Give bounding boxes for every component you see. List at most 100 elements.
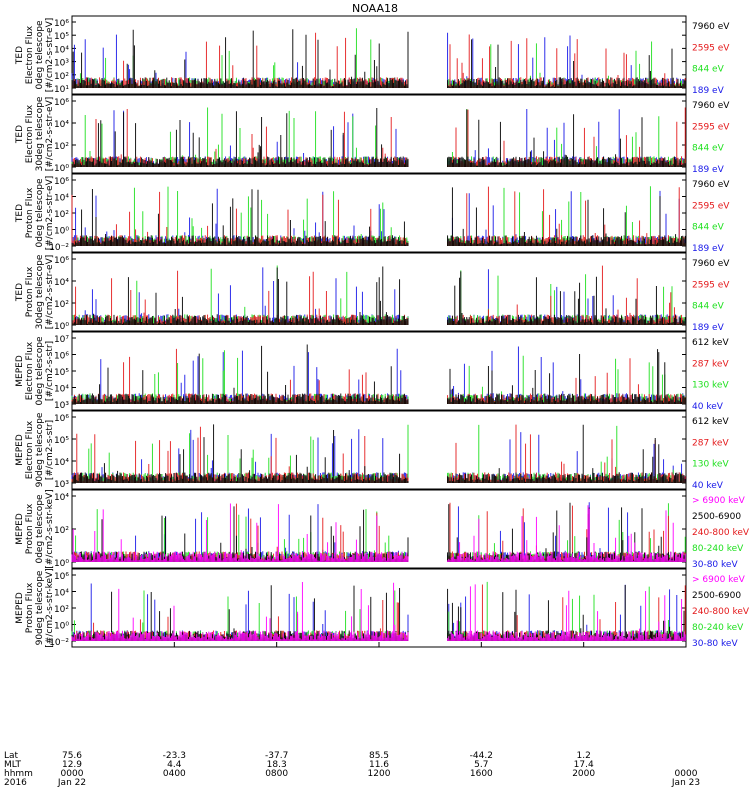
y-tick-label: 10³ — [54, 59, 69, 69]
legend-entry: > 6900 keV — [692, 575, 746, 585]
series-trace — [71, 503, 686, 562]
y-tick-label: 10³ — [54, 480, 69, 490]
y-tick-label: 10⁵ — [54, 368, 69, 378]
legend-entry: 7960 eV — [692, 22, 730, 32]
x-tick-label: 0000 — [61, 769, 84, 779]
y-axis-label: TEDElectron Flux30deg telescope[#/cm2-s-… — [15, 96, 55, 171]
y-axis-label: TEDElectron Flux0deg telescope[#/cm2-s-s… — [15, 18, 55, 93]
legend-entry: 2595 eV — [692, 43, 730, 53]
y-tick-label: 10⁴ — [54, 194, 69, 204]
x-row-label: 2016 — [4, 778, 27, 788]
y-axis-label: MEPEDElectron Flux0deg telescope[#/cm2-s… — [15, 336, 55, 406]
x-tick-label: 0800 — [265, 769, 288, 779]
legend-entry: 612 keV — [692, 417, 729, 427]
legend-entry: 30-80 keV — [692, 560, 738, 570]
y-tick-label: 10² — [54, 72, 69, 82]
y-tick-label: 10⁴ — [54, 589, 69, 599]
legend-entry: 2500-6900 — [692, 512, 741, 522]
series-trace — [71, 29, 686, 88]
series-trace — [71, 346, 686, 404]
x-tick-label: 17.4 — [574, 760, 594, 770]
x-tick-label: -37.7 — [265, 751, 288, 761]
legend-entry: 287 keV — [692, 438, 729, 448]
y-tick-label: 10² — [54, 526, 69, 536]
legend-entry: 189 eV — [692, 323, 725, 333]
y-tick-label: 10² — [54, 300, 69, 310]
legend-entry: 7960 eV — [692, 259, 730, 269]
x-tick-label: 5.7 — [474, 760, 488, 770]
legend-entry: 2595 eV — [692, 201, 730, 211]
y-axis-label: TEDProton Flux0deg telescope[#/cm2-s-str… — [15, 176, 55, 251]
y-tick-label: 10⁴ — [54, 45, 69, 55]
y-axis-label: MEPEDProton Flux90deg telescope[#/cm2-s-… — [15, 568, 55, 647]
x-tick-label: 85.5 — [369, 751, 389, 761]
y-tick-label: 10⁶ — [54, 572, 69, 582]
y-tick-label: 10⁴ — [54, 385, 69, 395]
y-tick-label: 10⁻² — [49, 243, 69, 253]
x-row-label: MLT — [4, 760, 22, 770]
legend-entry: > 6900 keV — [692, 496, 746, 506]
series-trace — [71, 108, 686, 167]
y-tick-label: 10⁴ — [54, 458, 69, 468]
panel-frame — [71, 94, 687, 174]
y-tick-label: 10⁶ — [54, 414, 69, 424]
panel-frame — [71, 252, 687, 332]
series-trace — [71, 503, 686, 562]
legend-entry: 844 eV — [692, 223, 725, 233]
legend-entry: 844 eV — [692, 144, 725, 154]
legend-entry: 612 keV — [692, 338, 729, 348]
y-tick-label: 10⁰ — [54, 622, 69, 632]
series-trace — [71, 582, 686, 641]
y-tick-label: 10⁵ — [54, 436, 69, 446]
legend-entry: 40 keV — [692, 481, 724, 491]
y-tick-label: 10² — [54, 210, 69, 220]
legend-entry: 189 eV — [692, 244, 725, 254]
panel-frame — [71, 410, 687, 490]
y-tick-label: 10³ — [54, 401, 69, 411]
series-trace — [71, 187, 686, 246]
y-axis-label: MEPEDProton Flux0deg telescope[#/cm2-s-s… — [15, 489, 55, 568]
panel-frame — [71, 15, 687, 95]
y-tick-label: 10² — [54, 142, 69, 152]
series-trace — [71, 424, 686, 483]
legend-entry: 7960 eV — [692, 101, 730, 111]
x-tick-label: -23.3 — [163, 751, 186, 761]
legend-entry: 189 eV — [692, 86, 725, 96]
legend-entry: 7960 eV — [692, 180, 730, 190]
y-tick-label: 10⁶ — [54, 256, 69, 266]
y-tick-label: 10⁰ — [54, 559, 69, 569]
series-trace — [71, 32, 686, 88]
x-row-label: hhmm — [4, 769, 33, 779]
y-tick-label: 10¹ — [54, 85, 69, 95]
x-tick-label: Jan 22 — [57, 778, 86, 788]
y-tick-label: 10⁶ — [54, 352, 69, 362]
legend-entry: 80-240 keV — [692, 544, 744, 554]
legend-entry: 40 keV — [692, 402, 724, 412]
y-tick-label: 10⁰ — [54, 164, 69, 174]
x-row-label: Lat — [4, 751, 19, 761]
x-tick-label: Jan 23 — [671, 778, 700, 788]
series-trace — [71, 350, 686, 404]
legend-entry: 130 keV — [692, 381, 729, 391]
legend-entry: 287 keV — [692, 359, 729, 369]
panels: 10¹ 10² 10³ 10⁴ 10⁵ 10⁶ TEDElectron Flux0deg t… — [15, 15, 750, 649]
legend-entry: 2500-6900 — [692, 591, 741, 601]
y-tick-label: 10⁴ — [54, 493, 69, 503]
series-trace — [71, 266, 686, 325]
x-tick-label: 1600 — [470, 769, 493, 779]
x-tick-label: 4.4 — [167, 760, 182, 770]
y-tick-label: 10⁴ — [54, 278, 69, 288]
y-tick-label: 10⁷ — [54, 335, 69, 345]
series-trace — [71, 348, 686, 404]
legend-entry: 240-800 keV — [692, 607, 750, 617]
x-tick-label: -44.2 — [470, 751, 493, 761]
y-tick-label: 10⁶ — [54, 98, 69, 108]
legend-entry: 240-800 keV — [692, 528, 750, 538]
x-tick-label: 0000 — [675, 769, 698, 779]
x-tick-label: 75.6 — [62, 751, 82, 761]
legend-entry: 80-240 keV — [692, 623, 744, 633]
